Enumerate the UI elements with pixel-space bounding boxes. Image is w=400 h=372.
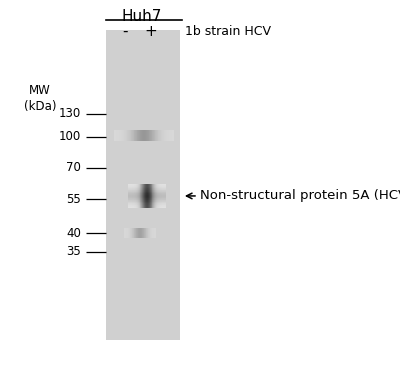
Text: +: +: [145, 24, 158, 39]
Bar: [106, 30, 180, 340]
Text: 55: 55: [66, 193, 81, 206]
Text: 1b strain HCV: 1b strain HCV: [185, 25, 271, 38]
Text: 35: 35: [66, 246, 81, 258]
Text: Non-structural protein 5A (HCV): Non-structural protein 5A (HCV): [200, 189, 400, 202]
Text: Huh7: Huh7: [122, 9, 162, 24]
Text: 100: 100: [59, 131, 81, 144]
Text: MW
(kDa): MW (kDa): [24, 84, 56, 113]
Text: 130: 130: [59, 107, 81, 120]
Text: -: -: [122, 24, 128, 39]
Text: 40: 40: [66, 227, 81, 240]
Text: 70: 70: [66, 161, 81, 174]
